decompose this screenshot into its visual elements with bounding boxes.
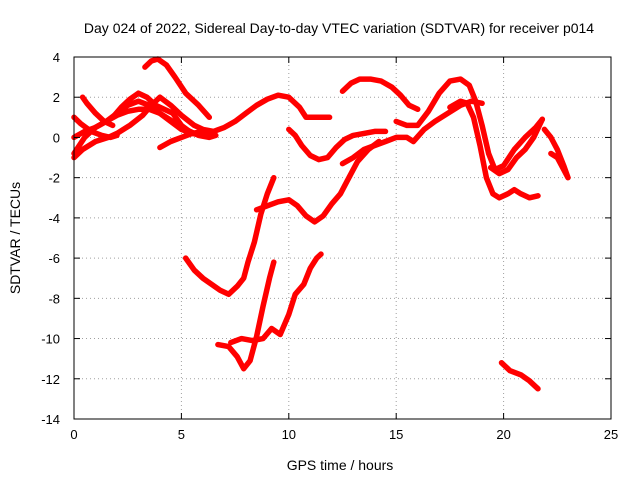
y-tick-label: -2 (48, 171, 60, 186)
series-line-s19 (228, 251, 324, 346)
series-line-s10 (339, 76, 421, 113)
x-tick-label: 20 (496, 427, 510, 442)
x-tick-labels: 0 5 10 15 20 25 (70, 427, 618, 442)
y-tick-label: -4 (48, 211, 60, 226)
series-line-s14 (487, 116, 546, 177)
series-line-s13 (447, 98, 541, 201)
y-tick-label: -12 (41, 372, 60, 387)
y-tick-label: 2 (53, 90, 60, 105)
y-tick-label: -10 (41, 332, 60, 347)
plot-frame (73, 56, 612, 420)
series-line-s18 (215, 259, 277, 372)
y-axis-label: SDTVAR / TECUs (7, 182, 23, 294)
y-tick-labels: 4 2 0 -2 -4 -6 -8 -10 -12 -14 (41, 50, 60, 427)
chart-title: Day 024 of 2022, Sidereal Day-to-day VTE… (84, 20, 594, 36)
series-line-s3 (71, 98, 206, 141)
axis-ticks (73, 56, 612, 420)
x-tick-label: 5 (178, 427, 185, 442)
x-tick-label: 0 (70, 427, 77, 442)
grid-lines (74, 57, 611, 419)
x-tick-label: 25 (604, 427, 618, 442)
x-tick-label: 10 (282, 427, 296, 442)
series-line-s4 (71, 114, 120, 141)
series-line-s5 (79, 94, 116, 129)
data-series (71, 56, 571, 392)
y-tick-label: 4 (53, 50, 60, 65)
series-line-s17 (253, 138, 382, 225)
series-line-s20 (498, 359, 541, 392)
y-tick-label: -6 (48, 251, 60, 266)
y-tick-label: 0 (53, 130, 60, 145)
y-tick-label: -14 (41, 412, 60, 427)
series-line-s12 (393, 76, 546, 173)
series-line-s8 (157, 92, 333, 151)
x-tick-label: 15 (389, 427, 403, 442)
y-tick-label: -8 (48, 291, 60, 306)
series-line-s6 (109, 90, 195, 137)
series-line-s16 (182, 174, 277, 298)
series-line-s7 (142, 56, 213, 121)
series-line-s9 (286, 126, 389, 163)
series-line-s15 (541, 126, 571, 181)
x-axis-label: GPS time / hours (287, 457, 394, 473)
